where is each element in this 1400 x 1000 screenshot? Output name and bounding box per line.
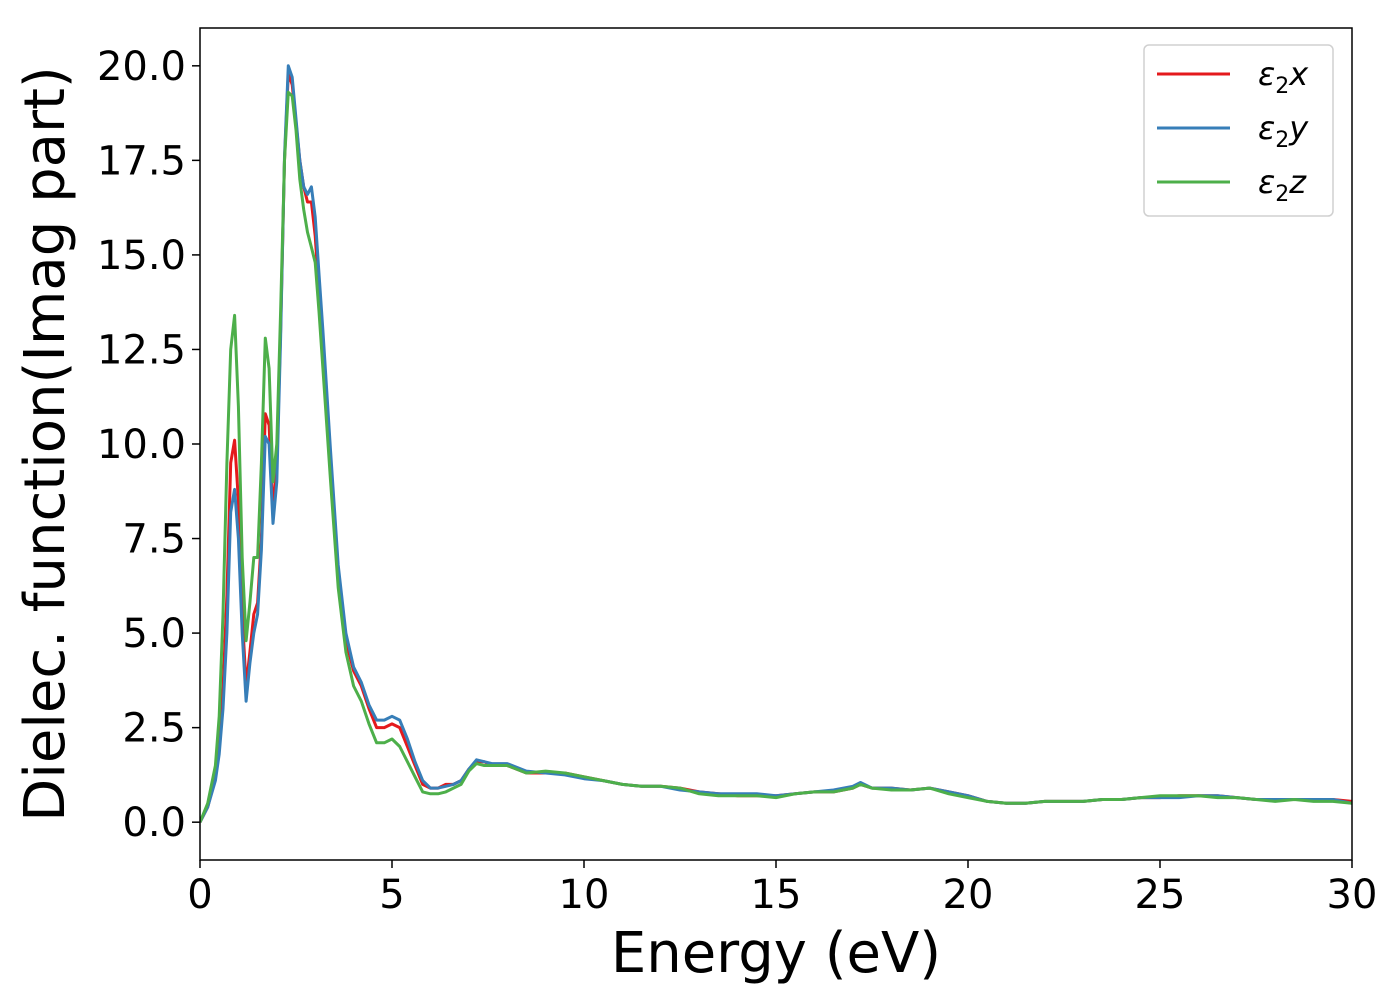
y-tick-label: 5.0: [122, 611, 186, 657]
series-line-z: [200, 90, 1352, 823]
x-tick-label: 20: [943, 872, 994, 918]
x-tick-label: 10: [559, 872, 610, 918]
y-tick-label: 17.5: [97, 138, 186, 184]
series-layer: [200, 64, 1352, 823]
y-tick-label: 20.0: [97, 44, 186, 90]
y-tick-label: 10.0: [97, 422, 186, 468]
legend: ε2x ε2y ε2z: [1143, 44, 1334, 217]
x-axis: 0 5 10 15 20 25 30: [187, 860, 1377, 918]
legend-label-x: ε2x: [1258, 55, 1309, 99]
y-tick-label: 0.0: [122, 800, 186, 846]
legend-box: [1143, 44, 1334, 217]
x-tick-label: 5: [379, 872, 404, 918]
x-axis-label: Energy (eV): [611, 921, 941, 986]
x-tick-label: 30: [1327, 872, 1378, 918]
y-tick-label: 7.5: [122, 517, 186, 563]
y-tick-label: 15.0: [97, 233, 186, 279]
x-tick-label: 15: [751, 872, 802, 918]
x-tick-label: 0: [187, 872, 212, 918]
y-axis: 0.0 2.5 5.0 7.5 10.0 12.5 15.0 17.5 20.0: [97, 44, 200, 846]
x-tick-label: 25: [1135, 872, 1186, 918]
y-axis-label: Dielec. function(Imag part): [13, 66, 78, 822]
y-tick-label: 2.5: [122, 706, 186, 752]
y-tick-label: 12.5: [97, 327, 186, 373]
legend-label-z: ε2z: [1258, 163, 1307, 207]
legend-label-y: ε2y: [1258, 109, 1309, 153]
